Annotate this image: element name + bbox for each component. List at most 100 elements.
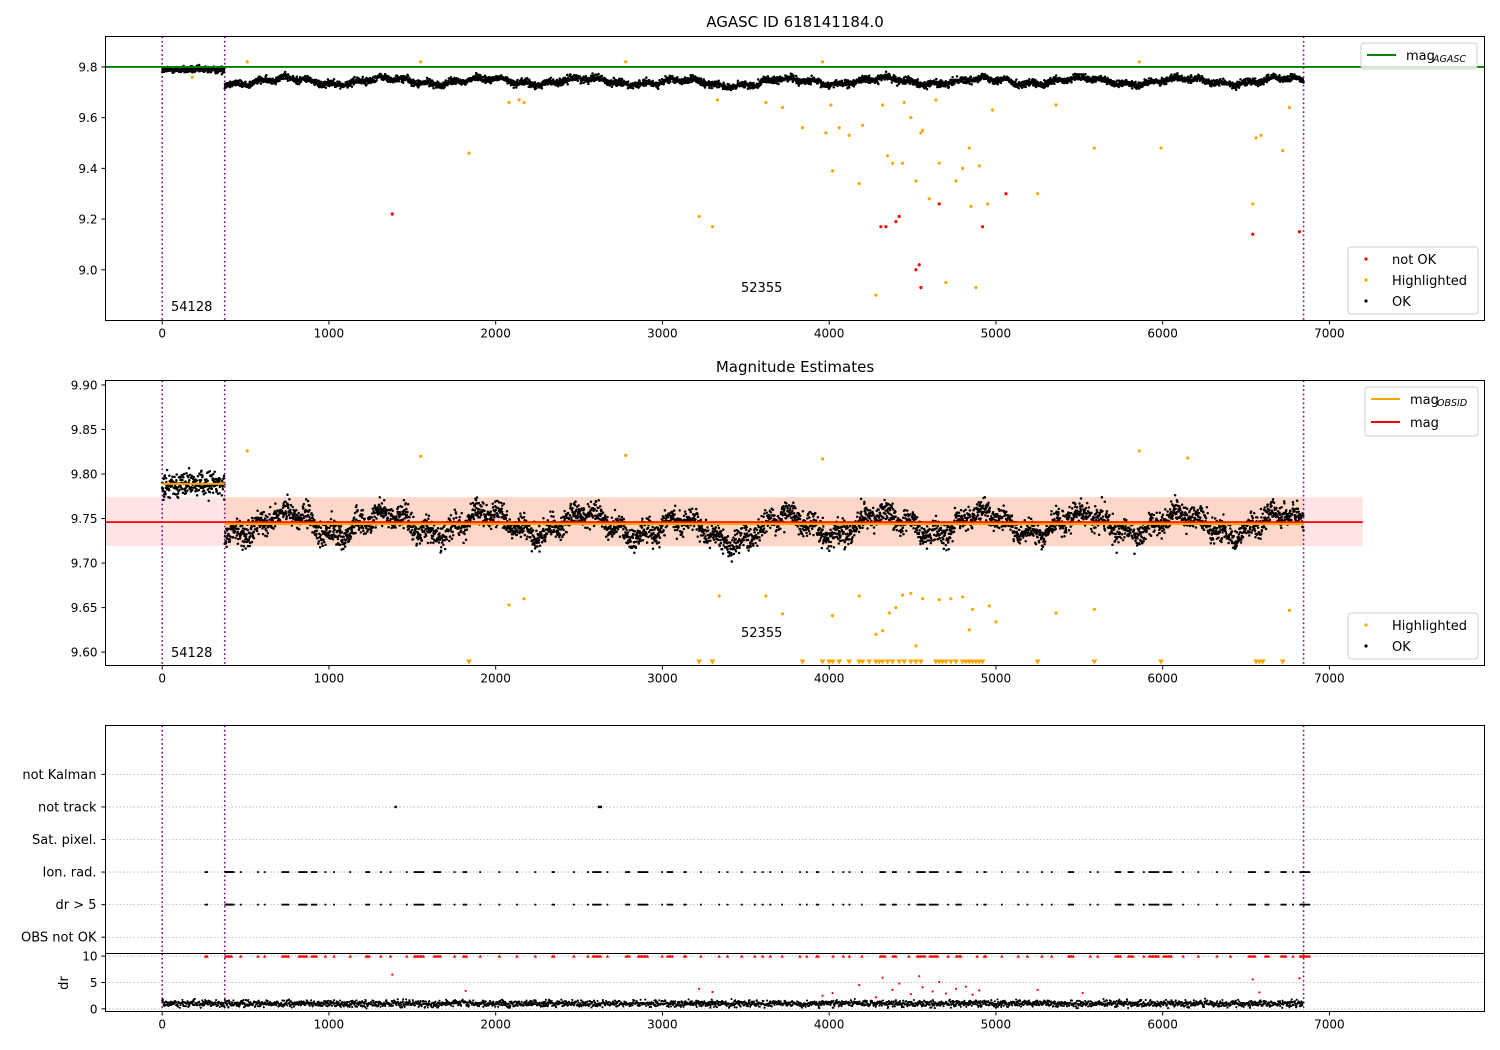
- ok-point: [454, 82, 458, 86]
- point: [419, 60, 423, 64]
- legend-highlighted: Highlighted: [1392, 274, 1467, 289]
- ok-point: [1198, 74, 1201, 78]
- ok-point: [247, 519, 250, 522]
- ok-point: [1293, 73, 1296, 76]
- ok-point: [647, 78, 651, 82]
- ok-point: [175, 479, 178, 482]
- p1-data: [105, 36, 1485, 321]
- ok-point: [304, 80, 308, 84]
- ok-point: [234, 524, 238, 528]
- ok-point: [970, 83, 973, 86]
- ok-point: [171, 475, 174, 478]
- ok-point: [185, 471, 188, 475]
- xtick-label: 1000: [314, 672, 345, 686]
- ok-point: [210, 487, 214, 491]
- point: [824, 131, 828, 135]
- ok-point: [401, 81, 405, 84]
- point: [909, 116, 913, 120]
- point: [1254, 136, 1258, 140]
- ok-point: [197, 488, 201, 492]
- point: [937, 161, 941, 165]
- xtick-label: 3000: [647, 672, 678, 686]
- point: [715, 98, 720, 102]
- ok-point: [195, 494, 199, 497]
- point: [902, 100, 906, 105]
- ok-point: [756, 78, 760, 81]
- p1-ticks: 0 1000 2000 3000 4000 5000 6000 70009.09.29.49.…: [78, 60, 1344, 340]
- ok-point: [792, 74, 795, 77]
- ok-point: [365, 83, 368, 87]
- point: [1297, 230, 1302, 234]
- point: [1159, 146, 1163, 150]
- ok-point: [642, 84, 645, 87]
- ok-point: [657, 83, 661, 87]
- xtick-label: 5000: [981, 327, 1012, 341]
- ok-point: [587, 82, 590, 86]
- ok-point: [201, 474, 204, 477]
- point: [900, 161, 905, 165]
- ok-point: [249, 527, 253, 531]
- ok-point: [248, 544, 252, 548]
- ok-point: [188, 479, 191, 482]
- ok-point: [168, 474, 171, 477]
- ok-point: [656, 87, 660, 91]
- ok-point: [162, 498, 165, 502]
- xtick-label: 0: [158, 672, 166, 686]
- ok-point: [167, 488, 171, 492]
- ok-point: [951, 75, 954, 79]
- ok-point: [263, 517, 267, 520]
- ok-point: [474, 74, 478, 77]
- ytick-label: 9.2: [78, 213, 97, 227]
- xtick-label: 6000: [1147, 672, 1178, 686]
- ok-point: [192, 475, 195, 479]
- ok-point: [708, 86, 711, 90]
- ok-point: [224, 541, 228, 545]
- ytick-label: 9.75: [71, 512, 98, 526]
- ok-point: [505, 76, 509, 79]
- ok-point: [520, 76, 523, 80]
- ok-point: [197, 63, 201, 67]
- ok-point: [361, 75, 365, 79]
- ok-point: [684, 76, 687, 80]
- ok-point: [512, 86, 515, 89]
- ok-point: [173, 475, 176, 479]
- ok-point: [222, 474, 226, 478]
- point: [1251, 232, 1255, 236]
- ok-point: [235, 534, 239, 537]
- ok-point: [794, 74, 798, 78]
- point: [890, 161, 895, 165]
- ok-point: [507, 78, 510, 81]
- ok-point: [556, 85, 560, 88]
- point: [1259, 133, 1263, 137]
- ok-point: [890, 81, 894, 84]
- ok-point: [515, 86, 518, 89]
- ok-point: [202, 489, 206, 492]
- ok-point: [569, 73, 572, 76]
- ok-point: [551, 78, 555, 81]
- ok-point: [1239, 78, 1242, 81]
- ytick-label: 9.60: [71, 646, 98, 660]
- ytick-label: 9.65: [71, 601, 98, 615]
- ok-point: [365, 76, 368, 80]
- ok-point: [176, 492, 180, 495]
- ok-point: [432, 86, 435, 90]
- ok-point: [717, 79, 720, 83]
- ok-point: [812, 76, 816, 80]
- ok-point: [240, 80, 244, 83]
- ok-point: [235, 517, 239, 520]
- ok-point: [549, 76, 553, 80]
- ok-point: [304, 74, 307, 78]
- ok-point: [261, 532, 265, 536]
- point: [245, 60, 249, 64]
- ok-point: [671, 74, 674, 78]
- ok-point: [844, 78, 848, 82]
- ok-point: [268, 512, 271, 516]
- point: [974, 285, 978, 290]
- ok-point: [180, 487, 184, 491]
- ok-point: [259, 516, 263, 520]
- ok-point: [332, 78, 336, 81]
- point: [937, 202, 941, 206]
- point: [820, 60, 825, 64]
- annotation-52355-top: 52355: [741, 281, 782, 296]
